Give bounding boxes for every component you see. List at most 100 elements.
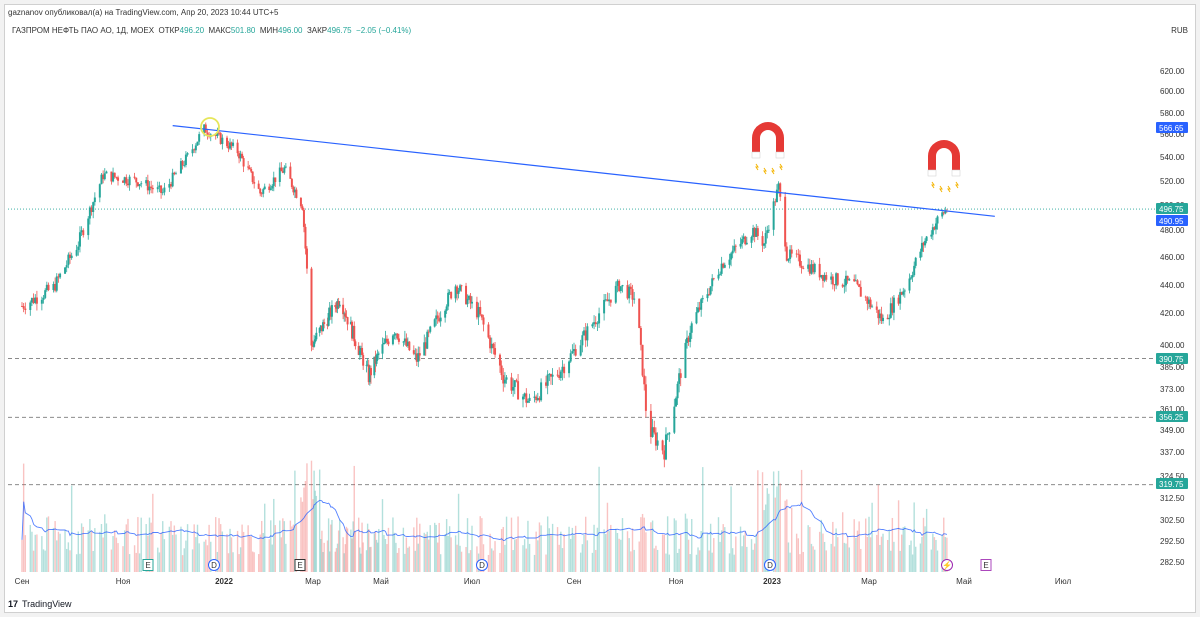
candle-body xyxy=(777,183,780,190)
candle-body xyxy=(941,212,944,217)
volume-bar xyxy=(591,552,594,572)
volume-bar xyxy=(279,520,281,572)
volume-bar xyxy=(181,555,184,572)
volume-bar xyxy=(454,535,457,572)
volume-bar xyxy=(720,530,723,572)
candle-body xyxy=(540,382,543,401)
candle-body xyxy=(510,377,513,391)
candle-body xyxy=(34,297,37,304)
candle-body xyxy=(42,297,45,300)
volume-bar xyxy=(160,532,162,572)
candle-body xyxy=(369,367,372,376)
candle-body xyxy=(480,314,483,318)
volume-bar xyxy=(208,524,210,572)
candle-body xyxy=(701,298,704,300)
event-marker-earnings[interactable]: E xyxy=(142,559,154,571)
volume-bar xyxy=(809,527,811,572)
candle-body xyxy=(337,301,340,307)
candle-body xyxy=(198,134,201,142)
candle-body xyxy=(179,161,182,174)
volume-bar xyxy=(175,534,177,572)
candle-body xyxy=(633,298,636,300)
candle-body xyxy=(910,277,913,279)
event-marker-dividend[interactable]: D xyxy=(764,559,776,571)
volume-bar xyxy=(29,524,31,572)
volume-bar xyxy=(407,547,409,572)
volume-bar xyxy=(439,554,442,572)
volume-bar xyxy=(378,528,380,572)
candles xyxy=(21,122,948,468)
candle-body xyxy=(160,185,163,193)
candle-body xyxy=(709,286,712,295)
volume-bar xyxy=(227,553,230,572)
candle-body xyxy=(78,232,81,247)
volume-bar xyxy=(835,528,837,572)
candle-body xyxy=(825,275,828,280)
event-marker-earnings[interactable]: E xyxy=(980,559,992,571)
symbol-name[interactable]: ГАЗПРОМ НЕФТЬ ПАО АО, 1Д, MOEX xyxy=(12,26,155,35)
currency-label[interactable]: RUB xyxy=(1171,26,1188,35)
volume-bar xyxy=(238,554,240,572)
candle-body xyxy=(110,171,113,182)
candle-body xyxy=(673,406,676,433)
event-marker-split[interactable]: ⚡ xyxy=(941,559,953,571)
volume-bar xyxy=(294,470,296,572)
event-marker-dividend[interactable]: D xyxy=(476,559,488,571)
volume-bar xyxy=(626,531,629,572)
volume-bar xyxy=(140,517,142,572)
volume-bar xyxy=(904,526,906,572)
volume-bar xyxy=(616,532,619,572)
volume-bar xyxy=(82,526,84,572)
volume-pane xyxy=(21,460,948,572)
candle-body xyxy=(548,374,551,375)
candle-body xyxy=(882,317,885,322)
volume-bar xyxy=(46,517,48,572)
volume-bar xyxy=(271,544,273,572)
volume-bar xyxy=(230,537,233,572)
volume-bar xyxy=(901,534,903,572)
volume-bar xyxy=(697,547,699,572)
candle-body xyxy=(722,263,725,268)
volume-bar xyxy=(538,522,541,572)
volume-bar xyxy=(373,533,376,572)
volume-bar xyxy=(631,528,634,572)
candle-body xyxy=(376,353,379,356)
volume-bar xyxy=(447,535,449,572)
tradingview-brand[interactable]: 17 TradingView xyxy=(8,599,72,609)
volume-bar xyxy=(848,547,850,572)
candle-body xyxy=(439,317,442,322)
event-marker-earnings[interactable]: E xyxy=(294,559,306,571)
volume-bar xyxy=(80,523,83,572)
volume-bar xyxy=(369,547,371,572)
volume-bar xyxy=(930,549,932,572)
candle-body xyxy=(214,134,217,137)
candle-body xyxy=(52,283,55,291)
volume-bar xyxy=(579,552,582,572)
candle-body xyxy=(433,319,436,327)
candle-body xyxy=(396,333,399,339)
volume-bar xyxy=(476,546,478,572)
candle-body xyxy=(403,338,406,342)
volume-bar xyxy=(755,534,757,572)
candle-body xyxy=(344,313,347,317)
volume-bar xyxy=(185,540,187,572)
volume-bar xyxy=(846,536,849,572)
candle-body xyxy=(346,317,349,325)
candle-body xyxy=(148,186,151,191)
volume-bar xyxy=(417,543,419,572)
volume-bar xyxy=(933,537,936,572)
volume-bar xyxy=(168,526,171,572)
candle-body xyxy=(880,313,883,322)
volume-bar xyxy=(746,546,748,572)
candle-body xyxy=(515,380,518,382)
volume-bar xyxy=(807,525,809,572)
volume-bar xyxy=(438,522,440,572)
volume-bar xyxy=(868,516,870,572)
volume-bar xyxy=(392,517,394,572)
event-marker-dividend[interactable]: D xyxy=(208,559,220,571)
volume-bar xyxy=(31,531,33,572)
candle-body xyxy=(315,332,318,340)
volume-bar xyxy=(833,546,836,572)
trend-line xyxy=(172,125,995,217)
